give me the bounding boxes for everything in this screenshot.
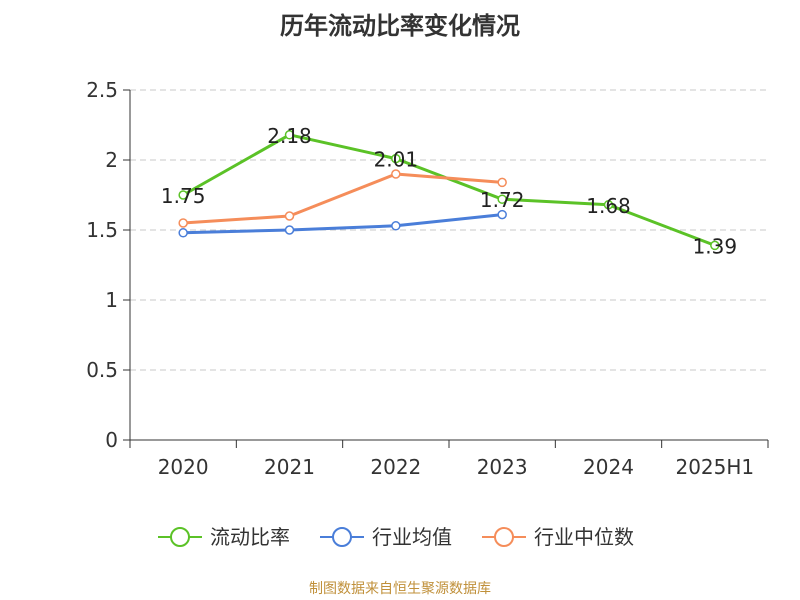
legend-label: 流动比率 — [210, 525, 290, 549]
data-labels: 1.75 2.18 2.01 1.72 1.68 1.39 — [161, 124, 737, 259]
x-tick-label: 2022 — [370, 455, 421, 479]
data-point — [178, 190, 188, 200]
legend-marker — [170, 527, 190, 547]
data-point — [178, 228, 188, 238]
x-tick-label: 2020 — [158, 455, 209, 479]
series-line — [183, 172, 503, 225]
legend: 流动比率 行业均值 行业中位数 — [158, 525, 634, 549]
data-point — [284, 225, 295, 235]
data-label: 1.39 — [693, 234, 738, 258]
legend-label: 行业均值 — [372, 525, 452, 549]
data-point — [497, 194, 507, 204]
chart-title: 历年流动比率变化情况 — [280, 12, 520, 40]
series-line — [182, 133, 716, 247]
y-tick-label: 2 — [105, 148, 118, 172]
x-tick-label: 2021 — [264, 455, 315, 479]
series-line — [183, 213, 503, 235]
data-label: 1.75 — [161, 184, 206, 208]
data-point — [710, 240, 720, 251]
y-tick-label: 1.5 — [86, 218, 118, 242]
data-point — [391, 221, 401, 231]
x-tick-label: 2023 — [477, 455, 528, 479]
y-tick-label: 1 — [105, 288, 118, 312]
legend-marker — [332, 527, 352, 547]
x-tick-label: 2025H1 — [675, 455, 754, 479]
data-label: 1.72 — [480, 188, 525, 212]
source-note: 制图数据来自恒生聚源数据库 — [309, 581, 491, 597]
grid-lines — [130, 89, 768, 371]
y-tick-label: 0 — [105, 428, 118, 452]
y-tick-label: 2.5 — [86, 78, 118, 102]
data-label: 2.01 — [374, 148, 419, 172]
series-lines — [178, 130, 720, 251]
data-point — [391, 169, 401, 179]
x-tick-label: 2024 — [583, 455, 634, 479]
axes: 0 0.5 1 1.5 2 2.5 2020 2021 2022 2023 2024 2025H1 — [86, 78, 769, 479]
data-point — [497, 177, 507, 188]
data-point — [284, 211, 295, 221]
data-point — [391, 153, 401, 164]
data-point — [497, 209, 507, 220]
legend-marker — [494, 527, 514, 547]
data-point — [284, 130, 295, 140]
data-point — [603, 200, 614, 210]
y-tick-label: 0.5 — [86, 358, 118, 382]
data-point — [178, 218, 188, 228]
data-label: 1.68 — [586, 194, 631, 218]
legend-label: 行业中位数 — [534, 525, 634, 549]
data-label: 2.18 — [267, 124, 312, 148]
